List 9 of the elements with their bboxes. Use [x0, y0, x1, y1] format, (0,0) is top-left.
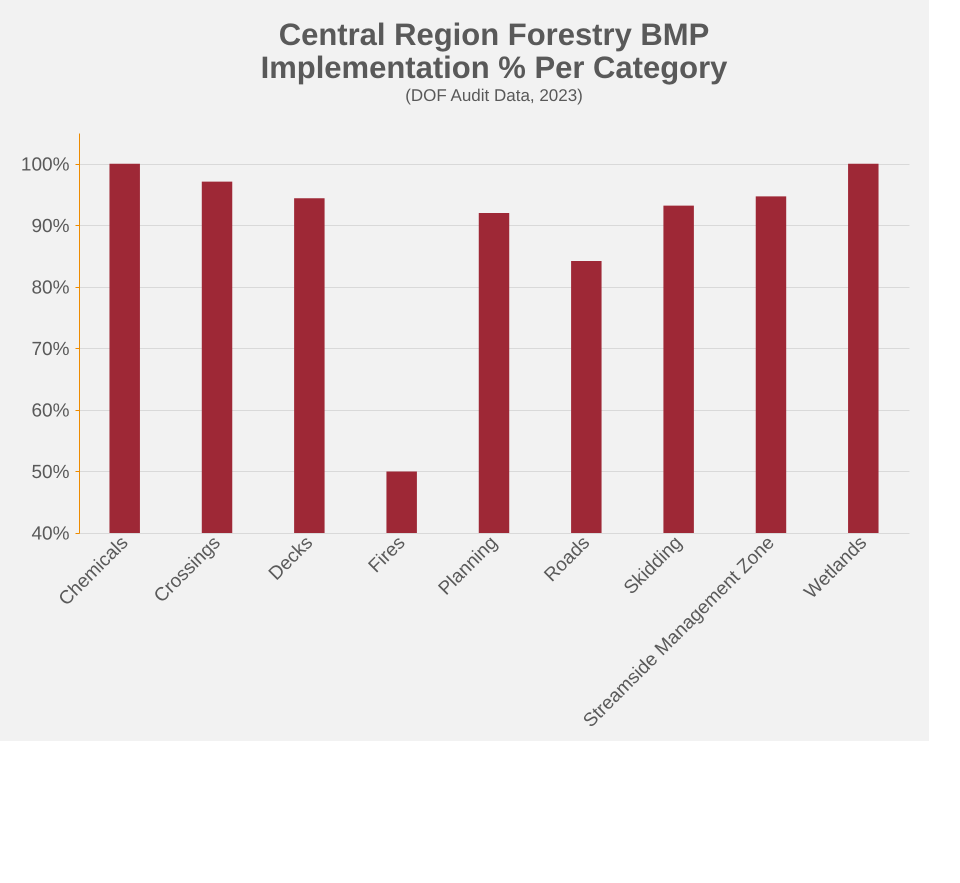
y-tick-label: 40% — [31, 524, 70, 544]
chart-title: Central Region Forestry BMP Implementation % Per Category — [260, 17, 728, 85]
y-tick-label: 80% — [31, 277, 70, 298]
y-tick-label: 90% — [31, 216, 70, 237]
y-tick-label: 100% — [20, 154, 70, 176]
y-tick-label: 50% — [31, 462, 70, 483]
chart-subtitle: (DOF Audit Data, 2023) — [405, 86, 583, 105]
y-tick-label: 70% — [31, 338, 70, 360]
y-tick-label: 60% — [31, 400, 70, 422]
